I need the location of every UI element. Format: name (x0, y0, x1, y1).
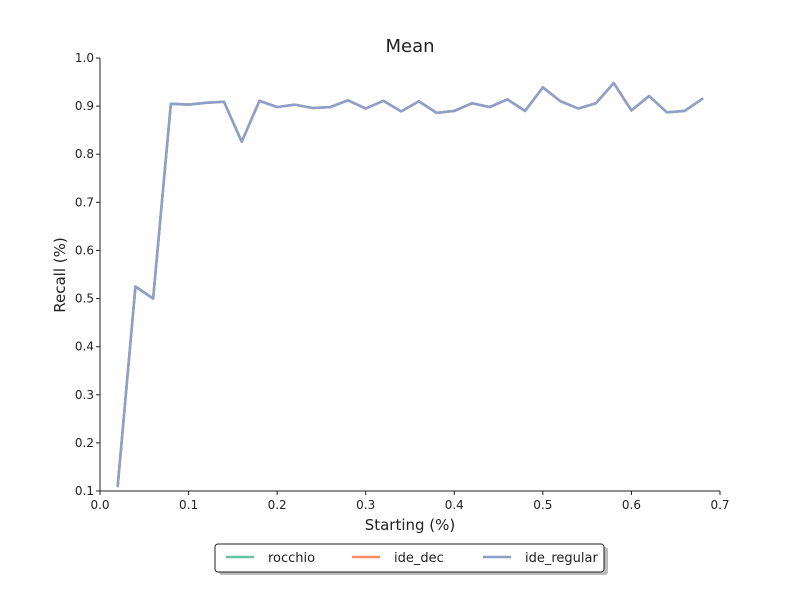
series-line-ide-dec (116, 81, 704, 488)
x-tick-label: 0.6 (622, 498, 641, 512)
x-tick-label: 0.3 (356, 498, 375, 512)
y-tick-label: 0.8 (75, 147, 94, 161)
x-tick-label: 0.5 (533, 498, 552, 512)
series-line-ide-regular (116, 81, 704, 488)
legend-label-ide-regular: ide_regular (525, 551, 598, 566)
y-tick-label: 0.9 (75, 99, 94, 113)
y-tick-label: 0.1 (75, 484, 94, 498)
y-axis-label: Recall (%) (51, 237, 69, 312)
x-ticks: 0.0 0.1 0.2 0.3 0.4 0.5 0.6 0.7 (90, 491, 730, 512)
y-tick-label: 0.6 (75, 243, 94, 257)
x-tick-label: 0.2 (268, 498, 287, 512)
y-tick-label: 0.7 (75, 195, 94, 209)
y-tick-label: 0.3 (75, 388, 94, 402)
y-ticks: 0.1 0.2 0.3 0.4 0.5 0.6 0.7 0.8 0.9 1.0 (75, 51, 100, 498)
legend-label-rocchio: rocchio (268, 551, 315, 566)
x-tick-label: 0.1 (179, 498, 198, 512)
x-tick-label: 0.4 (445, 498, 464, 512)
y-tick-label: 1.0 (75, 51, 94, 65)
axes (99, 58, 720, 492)
legend: rocchio ide_dec ide_regular (214, 543, 608, 575)
y-tick-label: 0.2 (75, 436, 94, 450)
x-axis-label: Starting (%) (365, 516, 456, 534)
legend-items: rocchio ide_dec ide_regular (226, 551, 598, 566)
y-tick-label: 0.4 (75, 340, 94, 354)
series-line-rocchio (116, 81, 704, 488)
x-tick-label: 0.0 (90, 498, 109, 512)
legend-label-ide-dec: ide_dec (394, 551, 444, 566)
x-tick-label: 0.7 (710, 498, 729, 512)
chart-title: Mean (385, 36, 434, 57)
series-lines (116, 81, 704, 488)
legend-box (214, 543, 605, 573)
y-tick-label: 0.5 (75, 292, 94, 306)
